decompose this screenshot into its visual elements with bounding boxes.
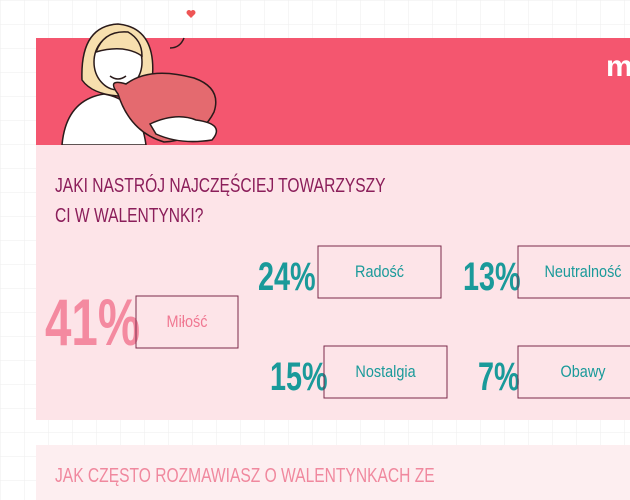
section-title: JAK CZĘSTO ROZMAWIASZ O WALENTYNKACH ZE <box>55 464 435 486</box>
section-2 <box>36 445 630 500</box>
label-box <box>317 245 442 299</box>
percentage: 13% <box>463 254 521 299</box>
label: Neutralność <box>544 263 621 281</box>
section-title: JAKI NASTRÓJ NAJCZĘŚCIEJ TOWARZYSZY <box>55 173 386 196</box>
illustration <box>61 10 218 146</box>
label: Radość <box>355 263 404 281</box>
percentage: 24% <box>258 254 316 299</box>
label-box <box>135 295 239 349</box>
label: Miłość <box>167 313 208 331</box>
section-title: CI W WALENTYNKI? <box>55 204 203 226</box>
percentage: 7% <box>478 354 520 399</box>
logo: m <box>606 50 630 83</box>
label: Obawy <box>561 363 606 381</box>
percentage: 41% <box>45 286 140 359</box>
label: Nostalgia <box>355 363 415 381</box>
label-box <box>323 345 448 399</box>
percentage: 15% <box>270 354 328 399</box>
label-box <box>517 345 630 399</box>
items: 41% Miłość 24% Radość 13% Neutralność 15% Nosta… <box>45 245 630 399</box>
label-box <box>517 245 630 299</box>
section-1 <box>36 145 630 420</box>
